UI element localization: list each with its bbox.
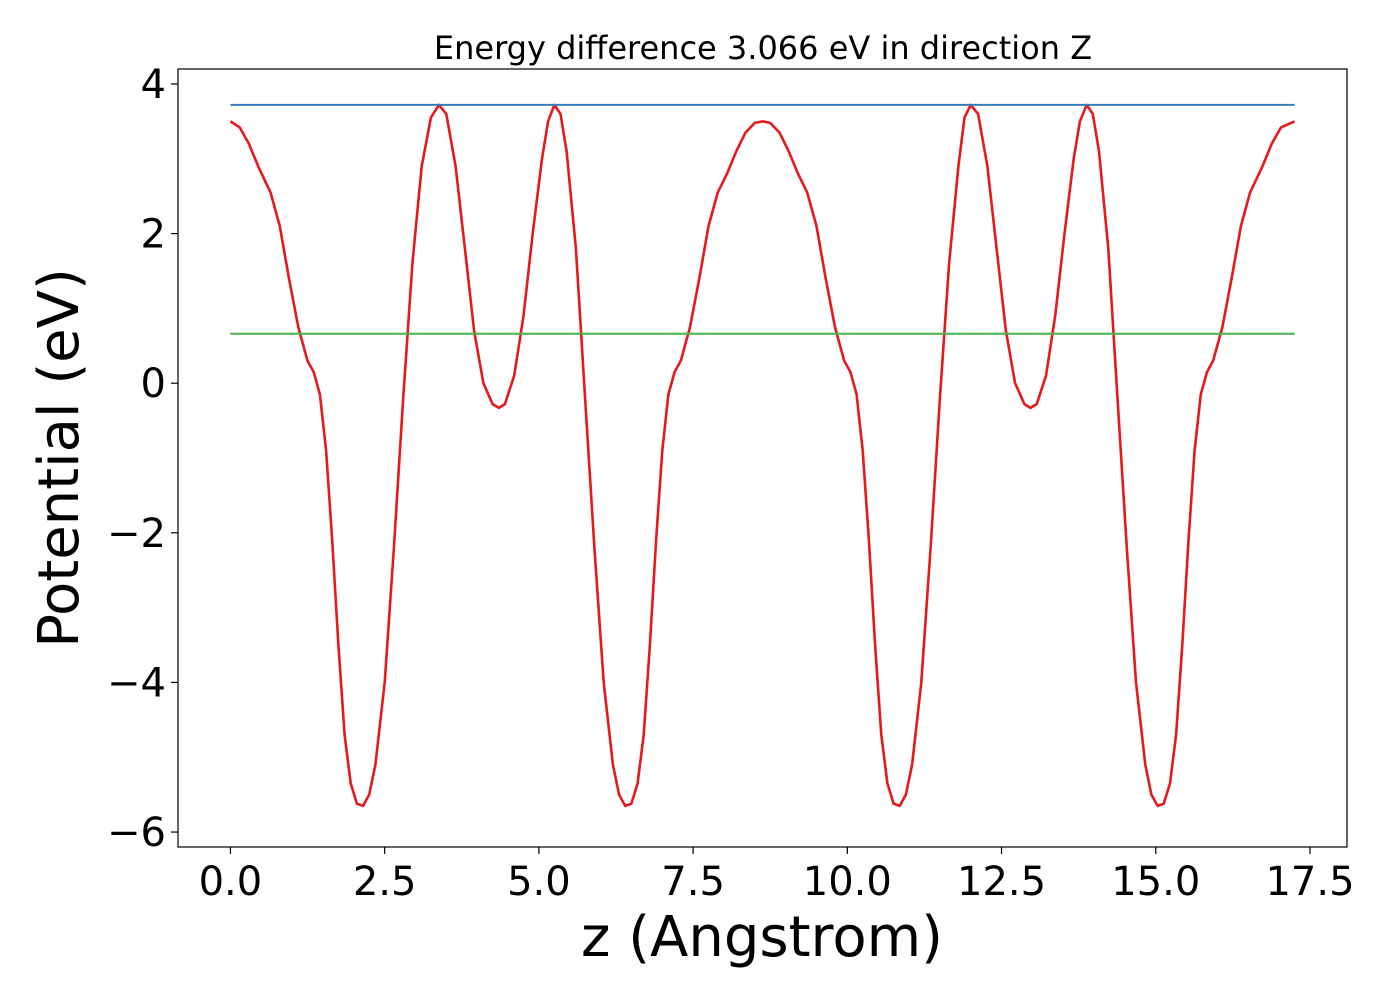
y-tick-label: 4 [141, 62, 166, 108]
y-tick-label: −4 [107, 660, 166, 706]
x-tick-label: 12.5 [957, 859, 1046, 905]
y-axis-label: Potential (eV) [27, 268, 92, 648]
x-tick-label: 17.5 [1265, 859, 1354, 905]
y-tick-label: 0 [141, 361, 166, 407]
x-tick-label: 5.0 [507, 859, 571, 905]
x-tick-label: 10.0 [803, 859, 892, 905]
x-axis-label: z (Angstrom) [581, 905, 943, 970]
series-line-0 [229, 103, 1296, 808]
plot-frame [177, 68, 1348, 848]
y-tick-label: −6 [107, 810, 166, 856]
x-tick-label: 2.5 [353, 859, 417, 905]
y-tick-label: 2 [141, 212, 166, 258]
x-tick-label: 0.0 [199, 859, 263, 905]
y-axis: −6 −4 −2 0 2 4 [107, 62, 178, 856]
chart-title: Energy difference 3.066 eV in direction … [434, 29, 1092, 67]
x-tick-label: 15.0 [1111, 859, 1200, 905]
y-tick-label: −2 [107, 511, 166, 557]
x-axis: 0.0 2.5 5.0 7.5 10.0 12.5 15.0 17.5 [199, 847, 1355, 905]
plot-area [229, 103, 1296, 808]
x-tick-label: 7.5 [661, 859, 725, 905]
